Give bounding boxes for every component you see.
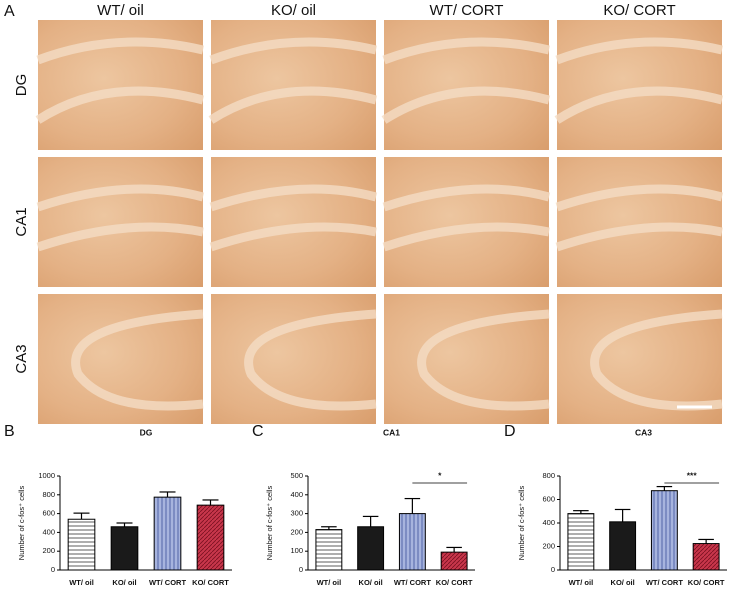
row-label: CA3 [13,344,30,373]
bar [315,529,343,571]
x-tick-label: KO/ oil [359,578,383,587]
x-tick-label: KO/ oil [611,578,635,587]
micrograph [557,157,722,287]
y-tick-label: 100 [290,546,303,555]
y-tick-label: 500 [290,471,303,480]
x-tick-label: WT/ oil [317,578,342,587]
y-tick-label: 0 [299,565,303,574]
tissue-layer [35,37,205,124]
tissue-layer [208,37,378,124]
y-tick-label: 600 [542,494,555,503]
column-label: KO/ CORT [603,2,675,19]
chart-title: CA3 [635,427,652,437]
y-tick-label: 400 [542,518,555,527]
significance: *** [687,470,698,480]
tissue-layer [382,184,551,252]
x-tick-label: WT/ CORT [149,578,186,587]
bar [567,513,595,571]
micrograph [211,157,376,287]
bar [196,504,225,571]
bar [357,526,385,571]
x-tick-label: KO/ CORT [192,578,229,587]
tissue-layer [209,184,378,252]
bar [650,490,678,571]
tissue-layer [554,37,724,124]
y-tick-label: 400 [42,527,55,536]
x-tick-label: KO/ CORT [688,578,725,587]
chart-title: DG [140,427,153,437]
tissue-layer [417,309,550,411]
row-label: CA1 [13,207,30,236]
tissue-layer [555,184,724,252]
panel-label: B [4,423,15,440]
x-tick-label: WT/ oil [569,578,594,587]
bar [609,521,637,571]
y-tick-label: 0 [51,565,55,574]
tissue-layer [71,309,204,411]
y-tick-label: 0 [551,565,555,574]
column-label: KO/ oil [271,2,316,19]
tissue-layer [381,37,551,124]
panel-label: C [252,423,264,440]
y-tick-label: 1000 [38,471,55,480]
y-tick-label: 400 [290,490,303,499]
x-tick-label: WT/ oil [69,578,94,587]
x-tick-label: KO/ CORT [436,578,473,587]
bar [153,496,182,571]
y-axis-label: Number of c-fos⁺ cells [265,486,274,561]
bar [398,513,426,571]
y-axis-label: Number of c-fos⁺ cells [17,486,26,561]
x-tick-label: WT/ CORT [646,578,683,587]
tissue-layer [590,309,723,411]
panel-label: D [504,423,516,440]
column-label: WT/ oil [97,2,144,19]
row-label: DG [13,74,30,97]
tissue-layer [36,184,205,252]
panel-label: A [4,3,15,20]
bar [692,543,720,571]
y-tick-label: 200 [290,527,303,536]
bar [440,551,468,571]
y-tick-label: 800 [542,471,555,480]
significance: * [438,470,442,480]
y-tick-label: 600 [42,509,55,518]
tissue-layer [244,309,377,411]
micrograph [38,157,203,287]
chart-title: CA1 [383,427,400,437]
x-tick-label: WT/ CORT [394,578,431,587]
micrograph [384,157,549,287]
y-tick-label: 300 [290,509,303,518]
y-tick-label: 200 [42,546,55,555]
column-label: WT/ CORT [430,2,504,19]
x-tick-label: KO/ oil [112,578,136,587]
bar [110,526,139,571]
y-tick-label: 800 [42,490,55,499]
y-axis-label: Number of c-fos⁺ cells [517,486,526,561]
bar [67,518,96,571]
y-tick-label: 200 [542,541,555,550]
